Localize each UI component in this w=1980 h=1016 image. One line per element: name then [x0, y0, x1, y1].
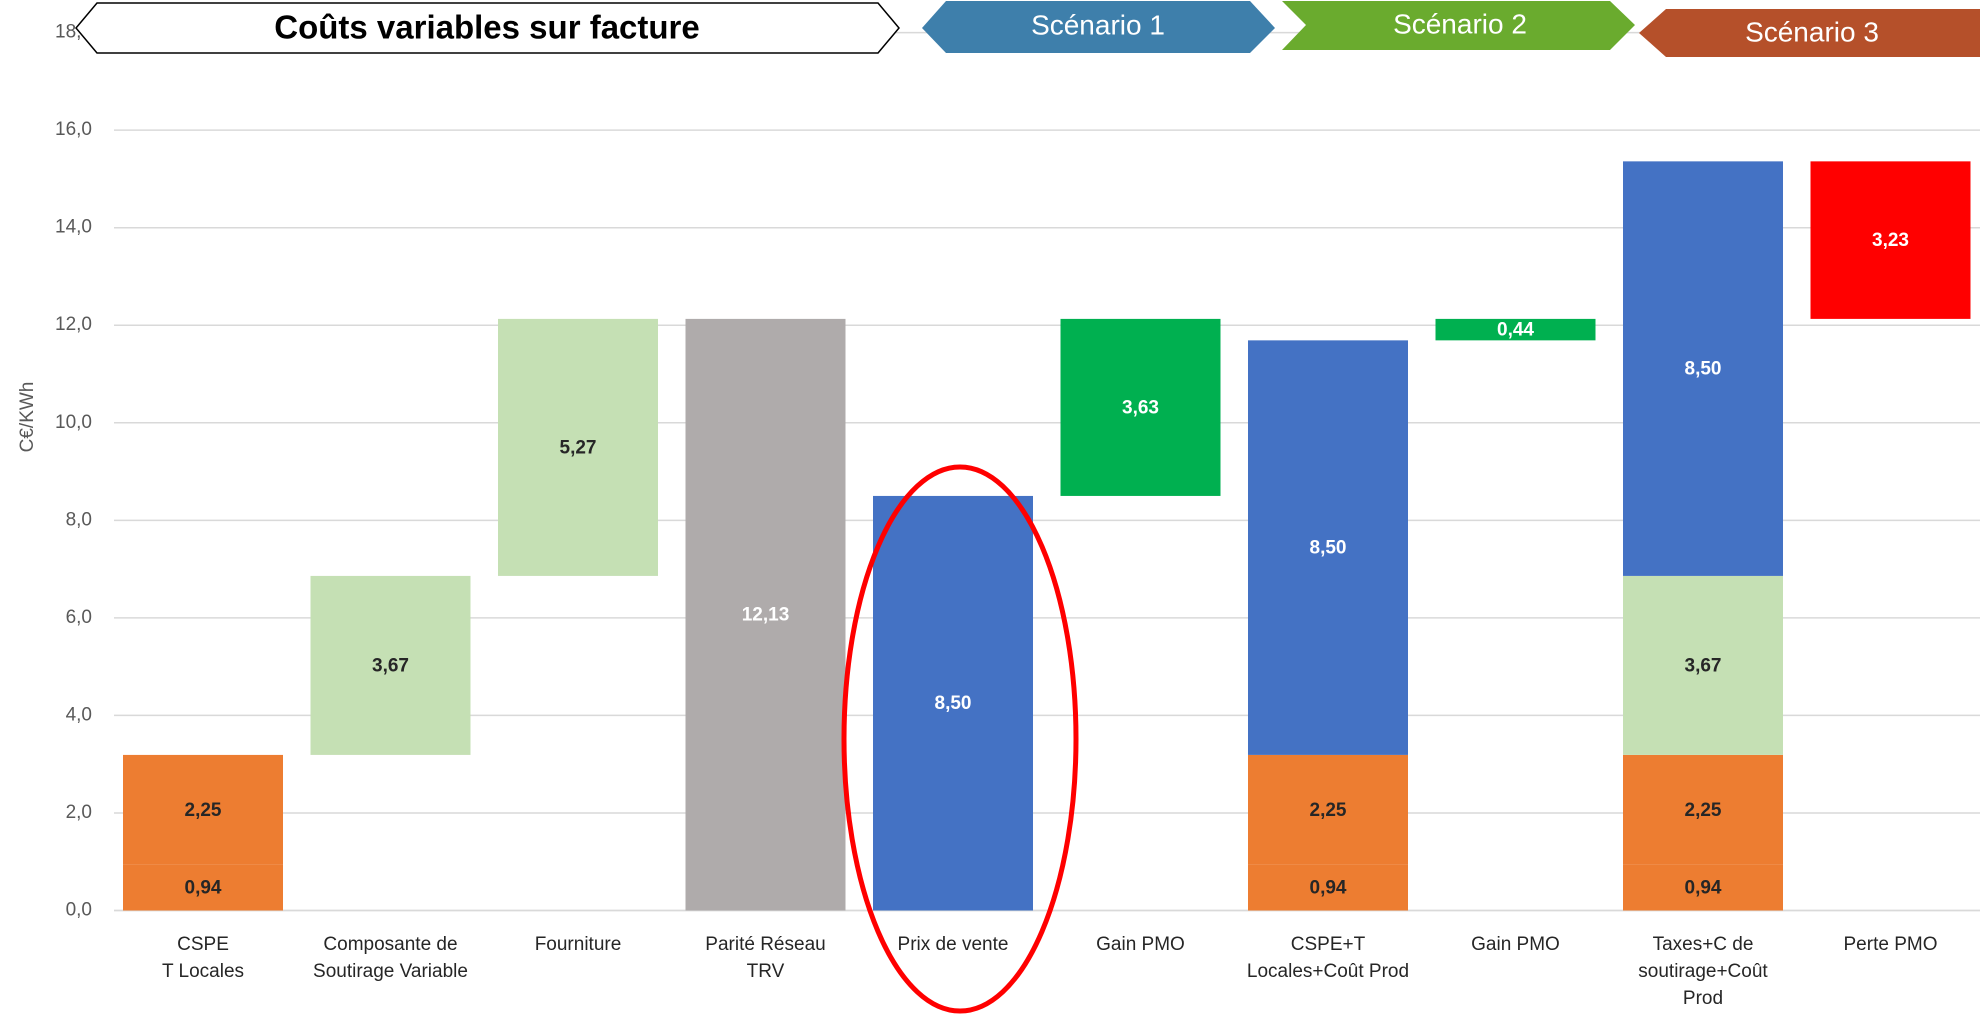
scenario-banner: [1639, 9, 1980, 57]
value-label: 2,25: [1685, 800, 1722, 821]
value-label: 8,50: [1685, 359, 1722, 380]
bar-segment: [1060, 318, 1221, 496]
value-label: 3,67: [1685, 655, 1722, 676]
x-tick-label: Composante de Soutirage Variable: [313, 934, 468, 982]
x-tick-label: Perte PMO: [1844, 934, 1938, 955]
plot-area: 0,02,04,06,08,010,012,014,016,018,00,942…: [55, 22, 1980, 1009]
highlight-ellipse: [841, 464, 1079, 1014]
y-tick-label: 2,0: [66, 802, 92, 823]
y-tick-label: 0,0: [66, 900, 92, 921]
y-tick-label: 8,0: [66, 509, 92, 530]
value-label: 3,67: [372, 655, 409, 676]
bar-segment: [123, 864, 283, 911]
bar-segment: [1248, 864, 1408, 911]
x-tick-label: Taxes+C de soutirage+Coût Prod: [1638, 934, 1768, 1009]
x-tick-label: CSPE T Locales: [162, 934, 244, 982]
bar-segment: [123, 754, 283, 865]
y-axis-label: C€/KWh: [17, 382, 38, 453]
banner-title: Coûts variables sur facture: [274, 9, 700, 46]
value-label: 5,27: [560, 437, 597, 458]
bar-segment: [1623, 754, 1783, 865]
value-label: 2,25: [185, 800, 222, 821]
scenario-label: Scénario 1: [1031, 9, 1165, 40]
x-tick-label: Gain PMO: [1471, 934, 1560, 955]
value-label: 8,50: [935, 693, 972, 714]
value-label: 2,25: [1310, 800, 1347, 821]
value-label: 3,63: [1122, 397, 1159, 418]
x-tick-label: Parité Réseau TRV: [705, 934, 825, 982]
bar-segment: [1810, 161, 1971, 319]
bar-segment: [1248, 754, 1408, 865]
value-label: 3,23: [1872, 230, 1909, 251]
x-tick-label: Prix de vente: [898, 934, 1009, 955]
value-label: 0,94: [185, 878, 222, 899]
value-label: 8,50: [1310, 538, 1347, 559]
y-tick-label: 16,0: [55, 119, 92, 140]
scenario-label: Scénario 2: [1393, 8, 1527, 39]
value-label: 0,94: [1310, 878, 1347, 899]
x-tick-label: Gain PMO: [1096, 934, 1185, 955]
scenario-label: Scénario 3: [1745, 16, 1879, 47]
y-tick-label: 12,0: [55, 314, 92, 335]
y-tick-label: 14,0: [55, 217, 92, 238]
value-label: 0,94: [1685, 878, 1722, 899]
bar-segment: [1623, 161, 1783, 576]
bar-segment: [1435, 318, 1596, 341]
value-label: 0,44: [1497, 320, 1534, 341]
bar-segment: [498, 318, 658, 576]
title-banner: [75, 2, 900, 54]
x-tick-label: CSPE+T Locales+Coût Prod: [1247, 934, 1409, 982]
y-tick-label: 10,0: [55, 412, 92, 433]
y-tick-label: 6,0: [66, 607, 92, 628]
bar-segment: [685, 318, 846, 911]
bar-segment: [1623, 864, 1783, 911]
bar-segment: [873, 495, 1033, 911]
bar-segment: [1248, 340, 1408, 755]
value-label: 12,13: [742, 605, 790, 626]
scenario-banner: [1282, 1, 1635, 50]
x-tick-label: Fourniture: [535, 934, 622, 955]
scenario-banner: [922, 1, 1275, 53]
bar-segment: [310, 575, 471, 755]
bar-segment: [1623, 575, 1783, 755]
y-tick-label: 4,0: [66, 704, 92, 725]
